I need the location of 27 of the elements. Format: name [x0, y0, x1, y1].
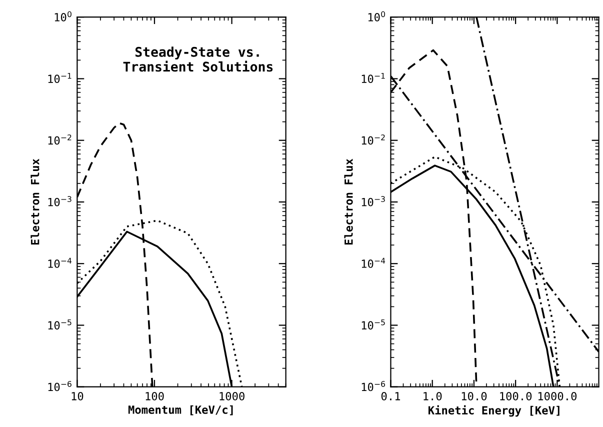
y-tick-label: 10$^{−1}$: [362, 72, 385, 84]
x-tick-label: 10.0: [462, 392, 487, 400]
x-tick-label: 10: [72, 392, 84, 400]
y-tick-label: 10$^{−6}$: [362, 381, 386, 392]
x-tick-label: 100.0: [500, 392, 532, 400]
y-tick-label: 10$^{0}$: [54, 11, 72, 22]
y-axis-title: Electron Flux: [30, 158, 40, 245]
x-axis-title: Momentum [KeV/c]: [128, 405, 233, 416]
x-tick-label: 100: [146, 392, 164, 400]
y-tick-label: 10$^{−4}$: [48, 258, 72, 268]
x-tick-label: 1000.0: [538, 392, 577, 400]
annotation: Steady-State vs. Transient Solutions: [123, 46, 273, 72]
y-tick-label: 10$^{−6}$: [48, 381, 72, 392]
x-axis-title: Kinetic Energy [KeV]: [428, 405, 560, 417]
x-tick-label: 1.0: [424, 392, 442, 400]
y-tick-label: 10$^{−2}$: [362, 134, 385, 145]
x-tick-label: 1000: [220, 392, 244, 400]
y-tick-label: 10$^{−3}$: [48, 196, 72, 206]
x-tick-label: 0.1: [381, 392, 400, 400]
y-tick-label: 10$^{−2}$: [48, 134, 72, 145]
y-tick-label: 10$^{−4}$: [362, 258, 386, 268]
y-tick-label: 10$^{−5}$: [362, 319, 385, 330]
y-tick-label: 10$^{−1}$: [48, 72, 72, 84]
y-tick-label: 10$^{−3}$: [362, 196, 385, 206]
y-tick-label: 10$^{0}$: [368, 11, 386, 22]
y-axis-title: Electron Flux: [344, 158, 353, 245]
y-tick-label: 10$^{−5}$: [48, 319, 72, 330]
